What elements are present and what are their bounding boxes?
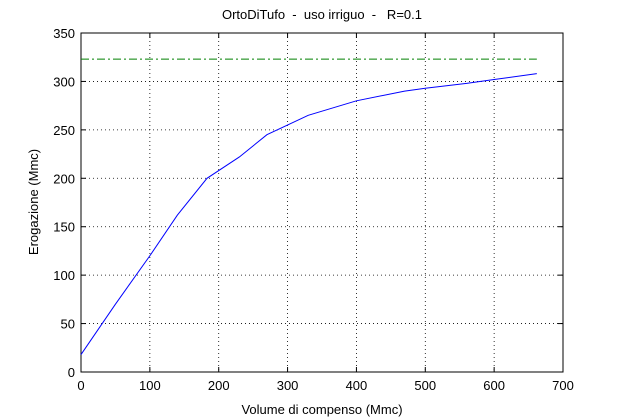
x-tick-label: 200 [208,378,230,393]
y-tick-label: 350 [53,26,75,41]
x-tick-label: 0 [77,378,84,393]
y-tick-label: 0 [68,365,75,380]
y-tick-label: 50 [61,317,75,332]
y-tick-label: 300 [53,74,75,89]
x-tick-label: 400 [346,378,368,393]
x-tick-label: 100 [139,378,161,393]
chart-title: OrtoDiTufo - uso irriguo - R=0.1 [222,7,422,22]
x-tick-label: 600 [483,378,505,393]
x-tick-label: 500 [414,378,436,393]
y-axis-label: Erogazione (Mmc) [26,149,41,255]
x-tick-label: 700 [552,378,574,393]
data-line [80,73,537,355]
y-tick-label: 150 [53,220,75,235]
y-tick-label: 100 [53,268,75,283]
x-tick-label: 300 [277,378,299,393]
plot-frame [80,32,564,373]
x-axis-label: Volume di compenso (Mmc) [241,402,402,417]
y-tick-label: 200 [53,171,75,186]
y-tick-label: 250 [53,123,75,138]
